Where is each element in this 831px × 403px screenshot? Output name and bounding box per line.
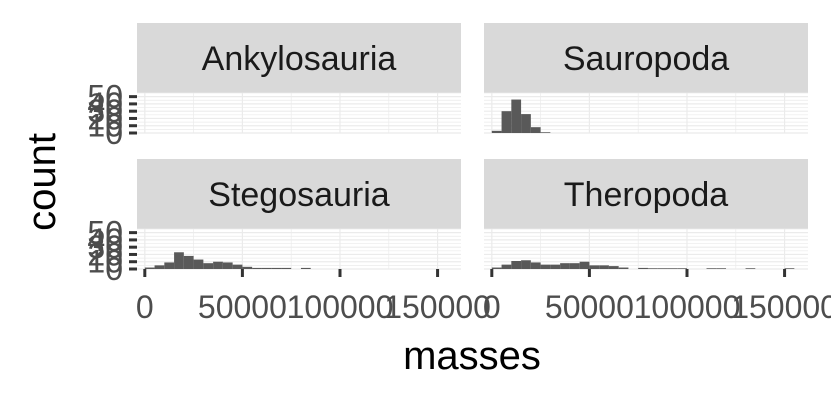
facet-strip-label: Stegosauria bbox=[208, 176, 390, 214]
histogram-bar bbox=[579, 261, 590, 269]
histogram-bar bbox=[203, 263, 214, 269]
histogram-bar bbox=[560, 263, 570, 269]
facet-strip bbox=[484, 159, 808, 229]
histogram-bar bbox=[511, 261, 522, 269]
x-tick-label: 0 bbox=[136, 289, 154, 325]
histogram-bar bbox=[540, 132, 551, 133]
x-tick-label: 50000 bbox=[198, 289, 287, 325]
facet-panels: Ankylosauria Sauropoda Stegosauria Theropod… bbox=[137, 23, 808, 270]
histogram-bar bbox=[647, 268, 658, 269]
histogram-bar bbox=[530, 262, 541, 269]
y-tick-label: 10 bbox=[87, 244, 123, 280]
histogram-bar bbox=[501, 111, 512, 133]
y-axis-title: count bbox=[20, 133, 64, 231]
histogram-bar bbox=[667, 268, 678, 269]
histogram-bar bbox=[183, 255, 194, 269]
x-tick-label: 100000 bbox=[634, 289, 741, 325]
x-tick-label: 100000 bbox=[287, 289, 394, 325]
y-tick-label: 20 bbox=[87, 100, 123, 136]
histogram-bar bbox=[213, 261, 223, 269]
histogram-bar bbox=[300, 267, 311, 269]
histogram-bar bbox=[144, 267, 155, 269]
histogram-bar bbox=[569, 263, 580, 269]
facet-theropoda: Theropoda bbox=[484, 159, 808, 270]
x-tick-label: 0 bbox=[483, 289, 501, 325]
histogram-bar bbox=[491, 130, 502, 133]
histogram-bar bbox=[706, 268, 717, 269]
histogram-bar bbox=[589, 265, 600, 269]
y-tick-label: 30 bbox=[87, 93, 123, 129]
histogram-bar bbox=[677, 268, 687, 269]
histogram-bar bbox=[222, 262, 233, 269]
histogram-bar bbox=[540, 264, 551, 269]
y-tick-label: 40 bbox=[87, 86, 123, 122]
facet-strip-label: Ankylosauria bbox=[202, 40, 397, 78]
histogram-bar bbox=[261, 267, 272, 269]
histogram-bar bbox=[745, 268, 756, 269]
histogram-bar bbox=[242, 266, 253, 269]
y-tick-label: 40 bbox=[87, 222, 123, 258]
y-tick-label: 30 bbox=[87, 229, 123, 265]
y-tick-label: 0 bbox=[105, 251, 123, 287]
histogram-bar bbox=[281, 267, 292, 269]
histogram-bar bbox=[657, 268, 668, 269]
facet-strip bbox=[137, 23, 461, 93]
facet-strip-label: Theropoda bbox=[564, 176, 729, 214]
x-axis-title: masses bbox=[403, 334, 541, 378]
y-tick-label: 50 bbox=[87, 215, 123, 251]
facet-sauropoda: Sauropoda bbox=[484, 23, 808, 134]
histogram-bar bbox=[599, 265, 609, 269]
histogram-bar bbox=[271, 267, 282, 269]
histogram-bar bbox=[608, 266, 619, 269]
histogram-bar bbox=[521, 114, 531, 133]
panel-background bbox=[484, 93, 808, 133]
histogram-bar bbox=[164, 262, 175, 269]
histogram-bar bbox=[550, 264, 561, 269]
histogram-bar bbox=[491, 267, 502, 269]
x-tick-label: 50000 bbox=[545, 289, 634, 325]
y-tick-label: 0 bbox=[105, 115, 123, 151]
histogram-bar bbox=[511, 99, 522, 133]
histogram-bar bbox=[232, 264, 243, 269]
y-tick-label: 50 bbox=[87, 79, 123, 115]
histogram-bar bbox=[784, 268, 795, 269]
histogram-bar bbox=[530, 127, 541, 133]
facet-strip-label: Sauropoda bbox=[563, 40, 729, 78]
y-tick-label: 20 bbox=[87, 236, 123, 272]
facet-strip bbox=[484, 23, 808, 93]
panel-background bbox=[484, 229, 808, 269]
facet-strip bbox=[137, 159, 461, 229]
histogram-bar bbox=[174, 252, 184, 269]
histogram-bar bbox=[252, 267, 262, 269]
panel-background bbox=[137, 93, 461, 133]
histogram-bar bbox=[638, 267, 648, 269]
y-tick-label: 10 bbox=[87, 108, 123, 144]
histogram-bar bbox=[618, 267, 629, 269]
histogram-bar bbox=[521, 260, 531, 269]
histogram-bar bbox=[193, 259, 204, 269]
x-tick-label: 150000 bbox=[384, 289, 491, 325]
x-tick-label: 150000 bbox=[731, 289, 831, 325]
histogram-bar bbox=[501, 264, 512, 269]
facet-stegosauria: Stegosauria bbox=[137, 159, 461, 270]
facet-ankylosauria: Ankylosauria bbox=[137, 23, 461, 134]
histogram-bar bbox=[154, 265, 165, 269]
histogram-bar bbox=[716, 268, 727, 269]
